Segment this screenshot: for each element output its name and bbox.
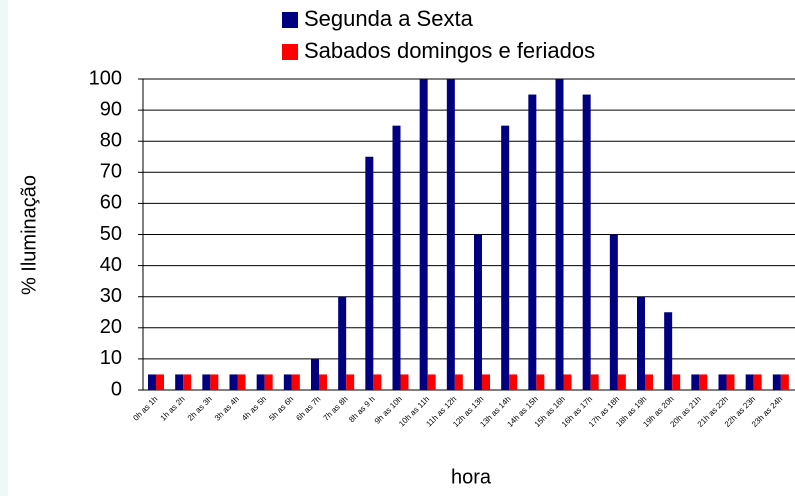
bar: [509, 374, 518, 390]
bar: [528, 94, 537, 391]
x-tick-label: 1h as 2h: [159, 395, 187, 423]
bar: [264, 374, 273, 390]
y-axis-title: % Iluminação: [18, 175, 40, 295]
bar: [664, 312, 673, 390]
bar: [419, 79, 428, 390]
bar: [691, 374, 700, 390]
bar: [672, 374, 681, 390]
bar: [346, 374, 355, 390]
bar: [637, 296, 645, 390]
bar: [400, 374, 409, 390]
x-tick-label: 6h as 7h: [294, 395, 322, 423]
y-tick-label: 60: [100, 192, 122, 214]
bar: [582, 94, 591, 391]
bar: [454, 374, 463, 390]
y-tick-label: 90: [100, 98, 122, 120]
y-tick-label: 70: [100, 161, 122, 183]
bar: [718, 374, 727, 390]
y-tick-label: 30: [100, 285, 122, 307]
bar: [229, 374, 238, 390]
legend-label: Segunda a Sexta: [304, 6, 474, 31]
y-tick-label: 0: [111, 378, 122, 400]
bar: [283, 374, 292, 390]
bar: [745, 374, 754, 390]
left-strip: [0, 0, 8, 496]
bar: [446, 79, 455, 390]
bar: [373, 374, 382, 390]
legend-swatch: [282, 44, 298, 60]
bar: [501, 125, 510, 391]
x-tick-label: 3h as 4h: [213, 395, 241, 423]
y-tick-label: 40: [100, 254, 122, 276]
bar: [183, 374, 192, 390]
x-axis-title: hora: [451, 466, 492, 488]
bar: [291, 374, 300, 390]
bar: [210, 374, 219, 390]
bar: [474, 234, 482, 390]
bar: [590, 374, 599, 390]
x-tick-label: 7h as 8h: [322, 395, 350, 423]
bar: [482, 374, 490, 390]
legend-label: Sabados domingos e feriados: [304, 38, 595, 63]
y-tick-label: 10: [100, 347, 122, 369]
bar: [753, 374, 762, 390]
bar: [392, 125, 401, 391]
legend-swatch: [282, 12, 298, 28]
bar: [237, 374, 246, 390]
bar: [319, 374, 327, 390]
bar: [256, 374, 265, 390]
x-tick-label: 0h as 1h: [131, 395, 159, 423]
bar: [338, 296, 347, 390]
y-tick-label: 100: [89, 67, 122, 89]
bar: [148, 374, 156, 390]
bar: [772, 374, 781, 390]
bar: [427, 374, 436, 390]
x-tick-label: 5h as 6h: [267, 395, 295, 423]
bar: [726, 374, 735, 390]
bar: [202, 374, 211, 390]
x-tick-label: 4h as 5h: [240, 395, 268, 423]
y-tick-label: 50: [100, 223, 122, 245]
bar: [780, 374, 789, 390]
bar: [156, 374, 164, 390]
bar: [555, 79, 564, 390]
bar: [536, 374, 545, 390]
bar: [617, 374, 626, 390]
bar: [175, 374, 184, 390]
x-tick-label: 2h as 3h: [186, 395, 214, 423]
bar: [699, 374, 708, 390]
bar: [563, 374, 572, 390]
bar: [365, 156, 374, 390]
bar: [311, 358, 319, 390]
bar: [645, 374, 653, 390]
y-tick-label: 20: [100, 316, 122, 338]
y-tick-label: 80: [100, 129, 122, 151]
bar: [609, 234, 618, 390]
